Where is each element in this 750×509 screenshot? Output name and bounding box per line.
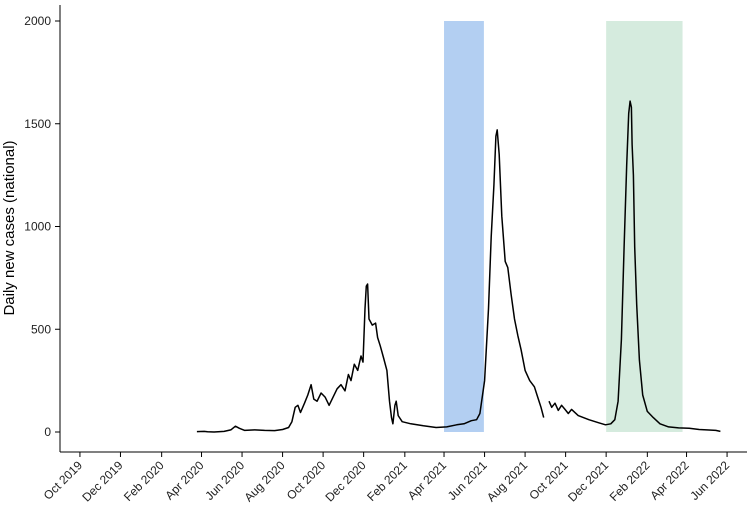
x-tick-label: Oct 2020 [284,458,329,503]
x-tick-label: Dec 2021 [565,458,611,504]
case-line-segment-1 [196,129,545,433]
y-axis-title: Daily new cases (national) [1,140,18,315]
x-tick-label: Aug 2021 [484,458,530,504]
shaded-period-1 [444,21,484,432]
x-tick-label: Jun 2022 [687,458,732,503]
x-tick-label: Jun 2021 [445,458,490,503]
x-tick-label: Aug 2020 [241,458,287,504]
x-tick-label: Jun 2020 [202,458,247,503]
x-tick-label: Apr 2020 [162,458,207,503]
y-tick-label: 1000 [24,220,51,234]
x-tick-label: Feb 2021 [364,458,410,504]
x-tick-label: Feb 2022 [607,458,653,504]
x-tick-label: Oct 2019 [41,458,86,503]
x-tick-label: Feb 2020 [121,458,167,504]
x-tick-label: Apr 2022 [647,458,692,503]
y-tick-label: 1500 [24,117,51,131]
shaded-period-2 [606,21,683,432]
x-tick-label: Apr 2021 [405,458,450,503]
x-tick-label: Dec 2019 [79,458,125,504]
y-tick-label: 500 [31,322,51,336]
axes [59,5,747,453]
y-tick-label: 0 [44,425,51,439]
case-line-segment-2 [548,100,721,433]
x-tick-label: Oct 2021 [526,458,571,503]
case-line [196,100,721,433]
y-tick-label: 2000 [24,14,51,28]
y-ticks: 0 500 1000 1500 2000 [24,14,60,439]
shaded-periods [444,21,683,432]
x-tick-label: Dec 2020 [323,458,369,504]
